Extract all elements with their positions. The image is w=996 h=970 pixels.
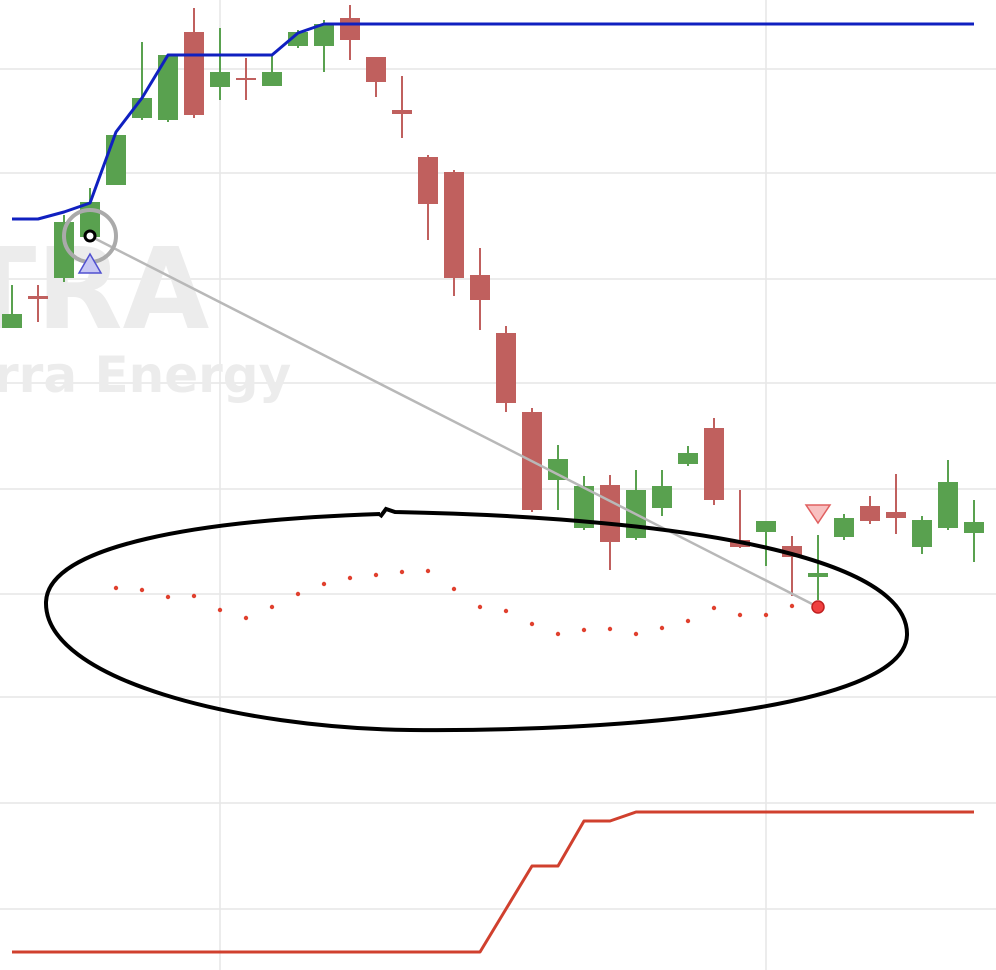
- candle-body: [756, 521, 776, 532]
- marks: [2, 5, 984, 954]
- candle-body: [236, 78, 256, 80]
- watermark-name: rra Energy: [0, 346, 291, 404]
- channel-line: [12, 22, 974, 221]
- signal-dot: [711, 605, 717, 611]
- hand-drawn-ellipse: [43, 506, 910, 733]
- watermark-symbol: TRA: [0, 225, 210, 355]
- signal-dot: [373, 572, 379, 578]
- signal-dot: [607, 626, 613, 632]
- signal-dot: [763, 612, 769, 618]
- signal-dot: [191, 593, 197, 599]
- sell-marker: [804, 504, 832, 525]
- signal-dot: [503, 608, 509, 614]
- signal-dot: [451, 586, 457, 592]
- entry-point: [83, 229, 97, 243]
- signal-dot: [165, 594, 171, 600]
- trade-line: [89, 234, 819, 609]
- candle-body: [314, 24, 334, 46]
- signal-dot: [139, 587, 145, 593]
- candle-body: [548, 459, 568, 480]
- candle-body: [418, 157, 438, 204]
- signal-dot: [321, 581, 327, 587]
- candle-body: [782, 546, 802, 557]
- candle-body: [340, 18, 360, 40]
- exit-point: [811, 600, 825, 614]
- candle-body: [860, 506, 880, 521]
- candle-body: [54, 222, 74, 278]
- signal-dot: [477, 604, 483, 610]
- candle-body: [106, 135, 126, 185]
- signal-dot: [685, 618, 691, 624]
- signal-dot: [425, 568, 431, 574]
- signal-dot: [113, 585, 119, 591]
- candle-body: [964, 522, 984, 533]
- signal-dot: [269, 604, 275, 610]
- candle-body: [392, 110, 412, 114]
- candle-body: [574, 486, 594, 528]
- signal-dot: [581, 627, 587, 633]
- candle-body: [2, 314, 22, 328]
- signal-dot: [243, 615, 249, 621]
- grid: [0, 68, 996, 910]
- channel-line: [12, 810, 974, 954]
- candle-body: [262, 72, 282, 86]
- candle-body: [158, 55, 178, 120]
- signal-dot: [347, 575, 353, 581]
- candle-body: [496, 333, 516, 403]
- candle-body: [600, 485, 620, 542]
- candle-body: [210, 72, 230, 87]
- signal-dot: [295, 591, 301, 597]
- candle-body: [366, 57, 386, 82]
- candle-body: [28, 296, 48, 299]
- candle-body: [470, 275, 490, 300]
- candle-body: [184, 32, 204, 115]
- candle-body: [834, 518, 854, 537]
- candle-body: [912, 520, 932, 547]
- buy-marker: [77, 252, 103, 274]
- signal-dot: [555, 631, 561, 637]
- candle-body: [886, 512, 906, 518]
- candle-body: [808, 573, 828, 577]
- signal-dot: [737, 612, 743, 618]
- signal-dot: [399, 569, 405, 575]
- candle-body: [678, 453, 698, 464]
- candle-body: [938, 482, 958, 528]
- candle-body: [652, 486, 672, 508]
- signal-dot: [217, 607, 223, 613]
- signal-dot: [529, 621, 535, 627]
- signal-dot: [659, 625, 665, 631]
- candle-body: [444, 172, 464, 278]
- signal-dot: [633, 631, 639, 637]
- signal-dot: [789, 603, 795, 609]
- candle-body: [704, 428, 724, 500]
